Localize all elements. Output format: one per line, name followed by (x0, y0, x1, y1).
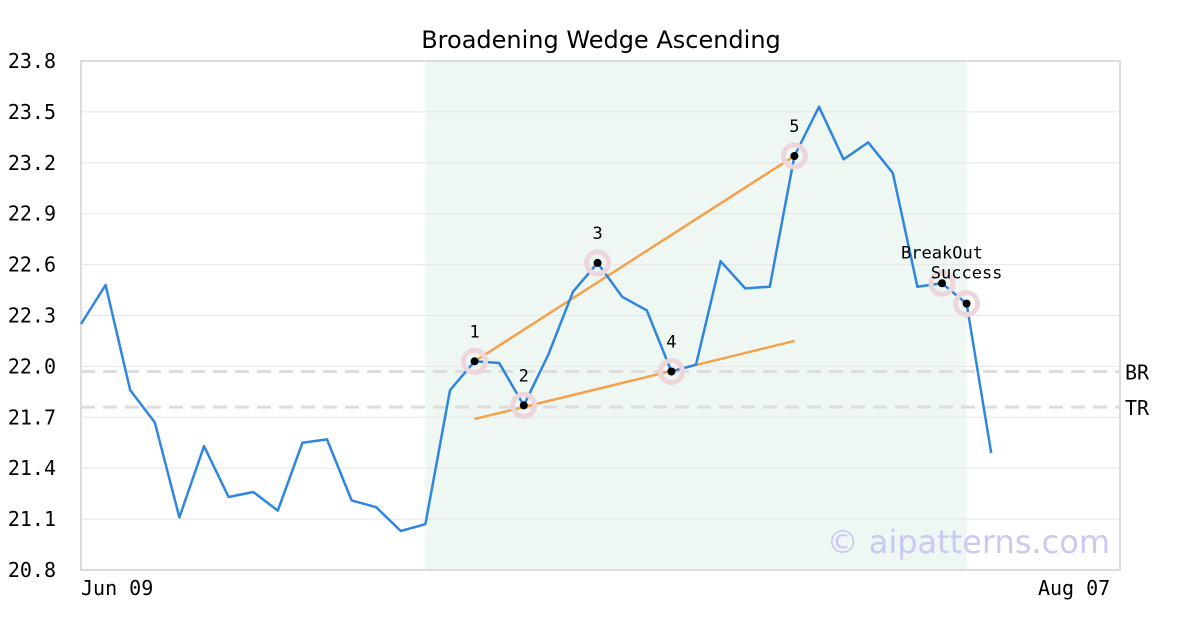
annotation-dot-success (962, 299, 971, 308)
annotation-dot-breakout (938, 279, 946, 288)
chart-title: Broadening Wedge Ascending (421, 26, 781, 54)
annotation-halo-breakout (928, 269, 956, 297)
pattern-point-halo-2 (510, 391, 538, 419)
y-tick-label-6: 22.6 (8, 253, 56, 277)
y-tick-label-1: 21.1 (8, 507, 56, 531)
pattern-point-halo-4 (657, 357, 685, 385)
pattern-point-1: 1 (461, 322, 489, 375)
pattern-point-label-3: 3 (592, 224, 602, 244)
trend-line-2 (474, 339, 795, 421)
y-tick-label-0: 20.8 (8, 558, 56, 582)
pattern-point-label-1: 1 (469, 322, 479, 342)
trend-line-1 (473, 154, 796, 363)
pattern-point-3: 3 (584, 224, 612, 277)
y-tick-label-9: 23.5 (8, 100, 56, 124)
pattern-point-halo-5 (780, 142, 808, 170)
pattern-point-halo-1 (461, 347, 489, 375)
pattern-point-label-4: 4 (666, 332, 676, 352)
annotation-breakout: BreakOut (901, 243, 983, 297)
reference-label-br: BR (1125, 360, 1150, 384)
y-axis-ticks: 20.8 21.1 21.4 21.7 22.0 22.3 22.6 22.9 23.2 23.5… (8, 49, 56, 582)
x-tick-label-0: Jun 09 (81, 576, 153, 600)
pattern-point-dot-2 (519, 401, 528, 410)
pattern-point-label-2: 2 (519, 366, 529, 386)
y-tick-label-2: 21.4 (8, 456, 56, 480)
pattern-point-2: 2 (510, 366, 538, 419)
y-tick-label-4: 22.0 (8, 354, 56, 378)
annotation-halo-success (953, 290, 981, 318)
pattern-point-5: 5 (780, 117, 808, 170)
pattern-point-dot-1 (470, 357, 479, 366)
x-tick-label-1: Aug 07 (1038, 576, 1110, 600)
price-line (79, 105, 993, 533)
x-axis-ticks: Jun 09 Aug 07 (81, 576, 1110, 600)
pattern-point-dot-3 (593, 258, 602, 267)
pattern-point-4: 4 (657, 332, 685, 385)
reference-line-layer: BR TR (81, 360, 1150, 420)
y-tick-label-3: 21.7 (8, 405, 56, 429)
pattern-point-halo-3 (584, 249, 612, 277)
pattern-point-label-5: 5 (789, 117, 799, 137)
series-layer (79, 105, 993, 533)
plot-frame (80, 60, 1121, 571)
annotation-label-breakout: BreakOut (901, 243, 983, 263)
y-tick-label-10: 23.8 (8, 49, 56, 73)
trend-line-layer (473, 154, 796, 421)
y-tick-label-8: 23.2 (8, 151, 56, 175)
y-tick-label-7: 22.9 (8, 202, 56, 226)
watermark: © aipatterns.com (827, 523, 1110, 561)
pattern-point-layer: 1 2 3 4 5 (461, 117, 808, 419)
annotation-success: Success (931, 264, 1003, 318)
pattern-point-dot-4 (667, 367, 676, 376)
annotation-label-success: Success (931, 264, 1003, 284)
y-tick-label-5: 22.3 (8, 304, 56, 328)
reference-label-tr: TR (1125, 396, 1150, 420)
pattern-point-dot-5 (790, 152, 799, 161)
